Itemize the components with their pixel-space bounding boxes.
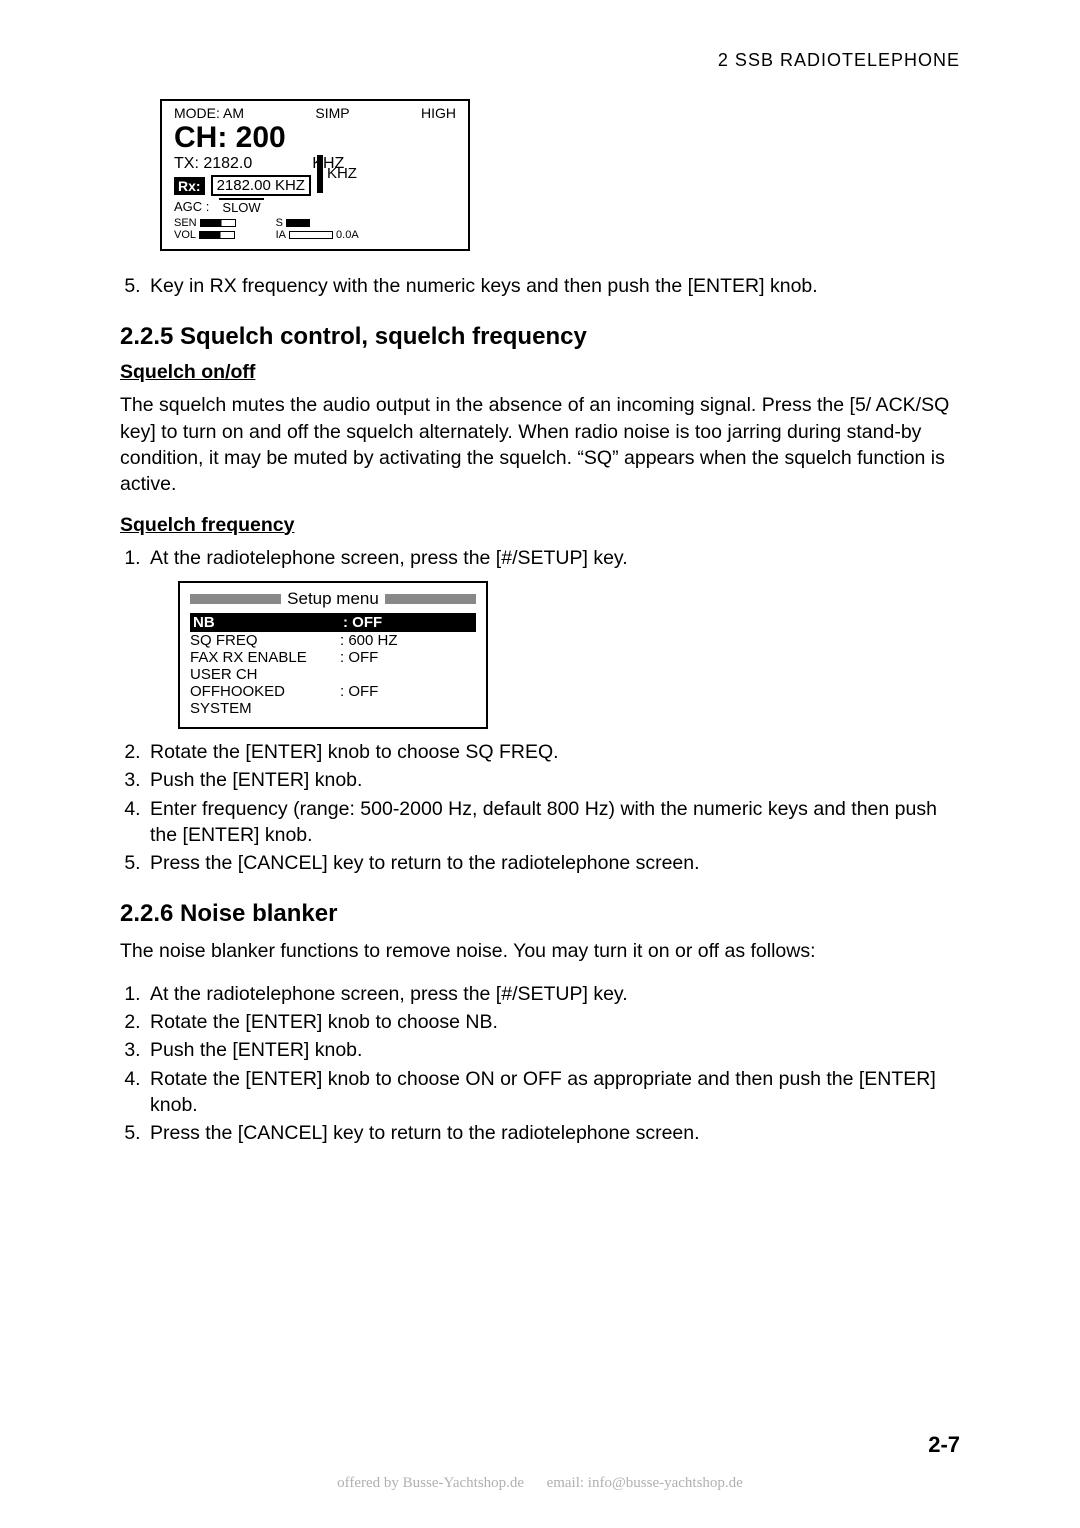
setup-row-sqfreq: SQ FREQ : 600 HZ bbox=[190, 632, 476, 649]
lcd-rx-label: Rx: bbox=[174, 177, 205, 195]
lcd-display: MODE: AM SIMP HIGH CH: 200 TX: 2182.0 KH… bbox=[160, 99, 470, 251]
setup-sys-left: SYSTEM bbox=[190, 700, 340, 717]
section-226-title: 2.2.6 Noise blanker bbox=[120, 900, 960, 928]
squelch-onoff-para: The squelch mutes the audio output in th… bbox=[120, 392, 960, 497]
setup-row-nb: NB : OFF bbox=[190, 613, 476, 632]
s-label: S bbox=[276, 217, 283, 229]
ia-label: IA bbox=[276, 229, 286, 241]
footer-right: email: info@busse-yachtshop.de bbox=[547, 1475, 743, 1491]
step-5a: Key in RX frequency with the numeric key… bbox=[146, 273, 960, 299]
step-d3: Push the [ENTER] knob. bbox=[146, 1037, 960, 1063]
step-list-c: Rotate the [ENTER] knob to choose SQ FRE… bbox=[120, 739, 960, 877]
vol-label: VOL bbox=[174, 229, 196, 241]
setup-row-offhooked: OFFHOOKED : OFF bbox=[190, 683, 476, 700]
setup-sq-right: : 600 HZ bbox=[340, 632, 398, 649]
setup-off-right: : OFF bbox=[340, 683, 378, 700]
setup-fax-right: : OFF bbox=[340, 649, 378, 666]
step-d2: Rotate the [ENTER] knob to choose NB. bbox=[146, 1009, 960, 1035]
setup-user-left: USER CH bbox=[190, 666, 340, 683]
step-b1: At the radiotelephone screen, press the … bbox=[146, 545, 960, 571]
section-225-title: 2.2.5 Squelch control, squelch frequency bbox=[120, 323, 960, 351]
step-c2: Rotate the [ENTER] knob to choose SQ FRE… bbox=[146, 739, 960, 765]
squelch-onoff-heading: Squelch on/off bbox=[120, 361, 960, 384]
step-list-d: At the radiotelephone screen, press the … bbox=[120, 981, 960, 1147]
noise-blanker-para: The noise blanker functions to remove no… bbox=[120, 938, 960, 964]
setup-row-system: SYSTEM bbox=[190, 700, 476, 717]
setup-nb-left: NB bbox=[193, 614, 343, 631]
lcd-mode: MODE: AM bbox=[174, 105, 244, 121]
step-d4: Rotate the [ENTER] knob to choose ON or … bbox=[146, 1066, 960, 1119]
step-d5: Press the [CANCEL] key to return to the … bbox=[146, 1120, 960, 1146]
setup-fax-left: FAX RX ENABLE bbox=[190, 649, 340, 666]
footer: offered by Busse-Yachtshop.de email: inf… bbox=[0, 1475, 1080, 1492]
ia-value: 0.0A bbox=[336, 229, 359, 241]
lcd-rx-unit: KHZ bbox=[317, 155, 359, 193]
lcd-rx-freq: 2182.00 KHZ bbox=[211, 175, 311, 196]
step-d1: At the radiotelephone screen, press the … bbox=[146, 981, 960, 1007]
step-list-a: Key in RX frequency with the numeric key… bbox=[120, 273, 960, 299]
setup-title: Setup menu bbox=[287, 589, 379, 609]
setup-sq-left: SQ FREQ bbox=[190, 632, 340, 649]
step-list-b: At the radiotelephone screen, press the … bbox=[120, 545, 960, 571]
step-c4: Enter frequency (range: 500-2000 Hz, def… bbox=[146, 796, 960, 849]
lcd-duplex: SIMP bbox=[315, 105, 349, 121]
page-number: 2-7 bbox=[928, 1432, 960, 1458]
step-c5: Press the [CANCEL] key to return to the … bbox=[146, 850, 960, 876]
lcd-agc-val: SLOW bbox=[219, 198, 263, 215]
setup-row-userch: USER CH bbox=[190, 666, 476, 683]
lcd-power: HIGH bbox=[421, 105, 456, 121]
setup-menu-display: Setup menu NB : OFF SQ FREQ : 600 HZ FAX… bbox=[178, 581, 488, 729]
step-c3: Push the [ENTER] knob. bbox=[146, 767, 960, 793]
sen-label: SEN bbox=[174, 217, 197, 229]
page-header: 2 SSB RADIOTELEPHONE bbox=[120, 50, 960, 71]
lcd-left-meters: SEN VOL bbox=[174, 217, 236, 241]
squelch-freq-heading: Squelch frequency bbox=[120, 514, 960, 537]
footer-left: offered by Busse-Yachtshop.de bbox=[337, 1475, 524, 1491]
setup-row-fax: FAX RX ENABLE : OFF bbox=[190, 649, 476, 666]
lcd-agc-label: AGC : bbox=[174, 199, 209, 214]
lcd-tx-label: TX: 2182.0 bbox=[174, 155, 252, 173]
lcd-channel: CH: 200 bbox=[170, 121, 460, 155]
lcd-right-meters: S IA 0.0A bbox=[276, 217, 359, 241]
setup-off-left: OFFHOOKED bbox=[190, 683, 340, 700]
setup-nb-right: : OFF bbox=[343, 614, 382, 631]
